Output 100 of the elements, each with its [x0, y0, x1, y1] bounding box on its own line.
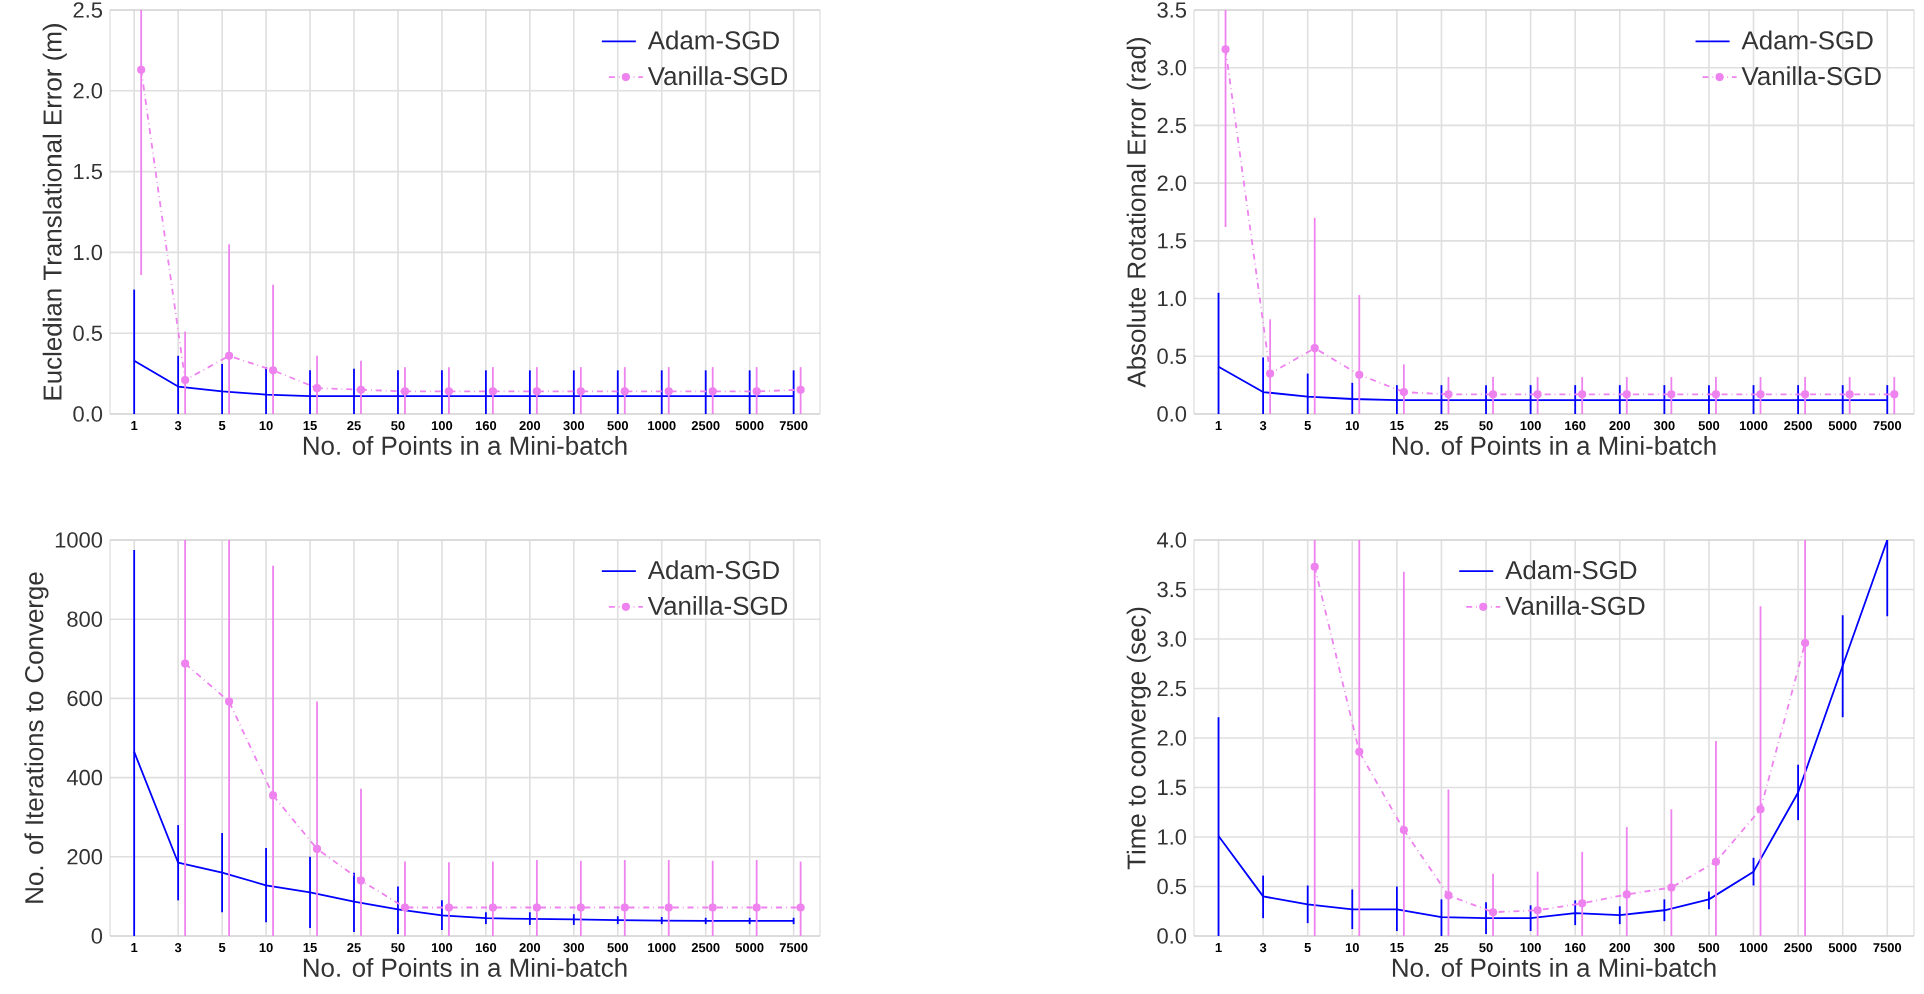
point: [312, 844, 322, 853]
legend-label: Vanilla-SGD: [647, 66, 788, 86]
point: [1667, 390, 1676, 399]
point: [1221, 45, 1230, 54]
x-axis-title: No. of Points in a Mini-batch: [303, 435, 627, 455]
point: [1488, 908, 1498, 917]
y-axis-title: Eucledian Translational Error (m): [42, 24, 67, 400]
y-tick-label: 1.5: [1158, 779, 1187, 796]
legend-label: Adam-SGD: [1505, 560, 1637, 580]
y-tick-label: 4.0: [1157, 532, 1187, 548]
point: [1667, 883, 1676, 892]
point: [620, 387, 629, 396]
point: [1310, 562, 1319, 571]
point: [532, 903, 541, 912]
point: [796, 385, 805, 394]
point: [181, 375, 190, 385]
point: [444, 903, 454, 912]
y-tick-label: 1.0: [1158, 829, 1187, 845]
y-tick-label: 2.5: [73, 2, 103, 18]
y-tick-label: 3.5: [1157, 2, 1187, 18]
point: [1801, 390, 1810, 399]
point: [1622, 890, 1631, 899]
point: [225, 697, 234, 706]
point: [356, 385, 366, 394]
y-tick-label: 2.0: [1157, 175, 1187, 191]
point: [1488, 390, 1498, 399]
y-tick-label: 3.5: [1157, 581, 1187, 598]
point: [1310, 344, 1319, 353]
point: [796, 903, 805, 912]
y-tick-label: 1.5: [1158, 233, 1187, 249]
point: [1533, 906, 1542, 915]
point: [312, 384, 322, 393]
y-tick-label: 400: [66, 769, 103, 786]
point: [225, 351, 234, 360]
x-axis-title: No. of Points in a Mini-batch: [303, 957, 627, 977]
point: [1756, 390, 1765, 399]
point: [620, 903, 629, 912]
point: [1845, 390, 1854, 399]
point: [181, 659, 190, 668]
point: [1578, 390, 1587, 399]
point: [137, 65, 146, 74]
point: [444, 387, 454, 396]
point: [752, 387, 761, 396]
point: [400, 903, 410, 912]
x-axis-title: No. of Points in a Mini-batch: [1392, 435, 1716, 455]
point: [576, 387, 585, 396]
y-tick-label: 1.5: [74, 163, 103, 180]
point: [576, 903, 585, 912]
y-tick-label: 0.5: [1157, 878, 1187, 895]
y-tick-label: 0: [91, 928, 103, 944]
point: [1355, 747, 1364, 756]
point: [664, 903, 673, 912]
point: [488, 903, 497, 912]
point: [1756, 805, 1765, 814]
y-tick-label: 2.0: [1157, 730, 1187, 746]
legend-label: Vanilla-SGD: [1741, 66, 1881, 86]
y-tick-label: 800: [67, 611, 103, 627]
point: [752, 903, 761, 912]
y-tick-label: 3.0: [1157, 631, 1187, 647]
point: [1399, 825, 1408, 835]
y-tick-label: 1000: [55, 532, 103, 548]
point: [1444, 390, 1453, 399]
point: [268, 366, 278, 375]
legend-label: Adam-SGD: [1741, 30, 1873, 50]
y-tick-label: 2.5: [1157, 680, 1187, 697]
point: [1444, 891, 1453, 900]
y-axis-title: No. of Iterations to Converge: [24, 572, 49, 903]
y-tick-label: 0.5: [1157, 348, 1187, 365]
legend-label: Adam-SGD: [647, 560, 779, 580]
y-tick-label: 0.5: [73, 325, 103, 341]
point: [1711, 857, 1721, 866]
y-tick-label: 0.0: [73, 406, 103, 422]
point: [1890, 390, 1899, 399]
point: [664, 387, 673, 396]
legend-label: Adam-SGD: [647, 30, 779, 50]
y-tick-label: 2.5: [1157, 117, 1187, 134]
point: [1578, 899, 1587, 908]
point: [400, 387, 410, 396]
point: [1801, 638, 1810, 648]
legend-label: Vanilla-SGD: [647, 595, 788, 615]
y-axis-title: Time to converge (sec): [1126, 607, 1151, 870]
y-tick-label: 3.0: [1157, 59, 1187, 76]
y-tick-label: 1.0: [1158, 290, 1187, 307]
point: [532, 387, 541, 396]
point: [488, 387, 497, 396]
point: [1399, 387, 1408, 397]
y-axis-title: Absolute Rotational Error (rad): [1126, 38, 1151, 388]
y-tick-label: 600: [67, 690, 103, 707]
point: [1711, 390, 1721, 399]
y-tick-label: 0.0: [1157, 928, 1187, 944]
y-tick-label: 1.0: [74, 244, 103, 261]
x-axis-title: No. of Points in a Mini-batch: [1392, 957, 1716, 977]
point: [1266, 369, 1275, 378]
y-tick-label: 2.0: [73, 83, 103, 99]
point: [708, 903, 717, 912]
point: [1622, 390, 1631, 399]
y-tick-label: 200: [67, 849, 103, 865]
legend-label: Vanilla-SGD: [1505, 595, 1645, 615]
point: [1355, 370, 1364, 379]
point: [708, 387, 717, 396]
